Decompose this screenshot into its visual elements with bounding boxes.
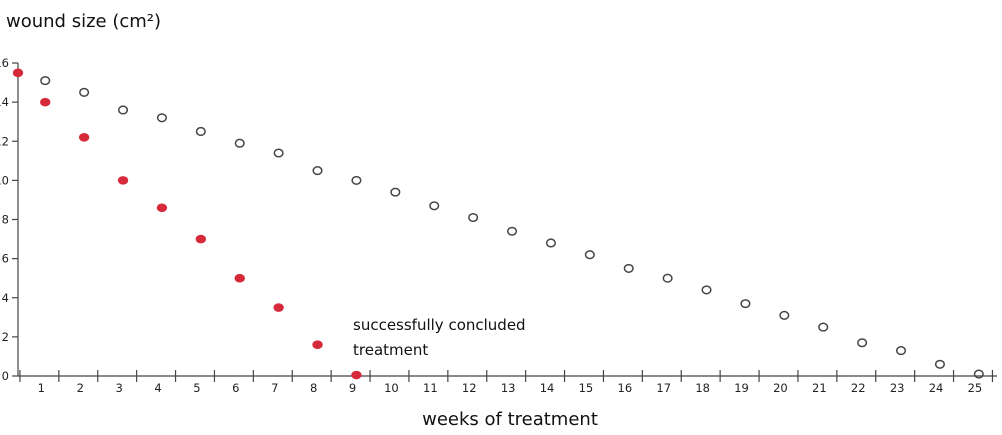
data-point-treated	[78, 133, 90, 142]
x-tick-label: 22	[851, 381, 866, 395]
x-tick-label: 4	[154, 381, 161, 395]
data-point-treated	[273, 303, 284, 312]
data-point-treated	[234, 273, 245, 283]
data-point-control	[662, 273, 673, 283]
data-point-treated	[156, 203, 168, 213]
x-tick-label: 17	[656, 381, 671, 395]
data-point-treated	[351, 370, 362, 380]
data-point-control	[117, 105, 129, 115]
y-tick-label: 16	[0, 56, 9, 70]
y-tick-label: 4	[2, 291, 9, 305]
x-tick-label: 10	[384, 381, 399, 395]
y-tick-label: 12	[0, 134, 9, 148]
data-point-treated	[117, 176, 129, 185]
data-point-control	[351, 175, 362, 185]
data-point-control	[429, 201, 440, 211]
data-point-treated	[195, 234, 207, 244]
x-tick-label: 19	[734, 381, 749, 395]
axis-ticks: 0246810121416123456789101112131415161718…	[0, 56, 994, 395]
data-point-control	[195, 126, 206, 137]
x-tick-label: 2	[77, 381, 84, 395]
y-tick-label: 0	[2, 369, 9, 383]
data-point-control	[818, 322, 829, 332]
x-tick-label: 8	[310, 381, 317, 395]
data-point-control	[895, 346, 907, 356]
x-tick-label: 12	[462, 381, 477, 395]
data-point-control	[779, 310, 790, 320]
data-point-treated	[40, 97, 51, 107]
x-tick-label: 3	[115, 381, 122, 395]
data-point-control	[740, 299, 751, 309]
data-point-control	[701, 285, 712, 295]
y-tick-label: 10	[0, 173, 9, 187]
data-point-control	[234, 138, 245, 148]
x-tick-label: 25	[968, 381, 983, 395]
y-tick-label: 6	[2, 252, 9, 266]
y-tick-label: 8	[2, 213, 9, 227]
data-point-control	[390, 187, 401, 197]
x-tick-label: 20	[773, 381, 788, 395]
data-points	[12, 68, 984, 380]
data-point-treated	[12, 68, 24, 78]
x-tick-label: 23	[890, 381, 905, 395]
x-tick-label: 16	[618, 381, 633, 395]
y-tick-label: 14	[0, 95, 9, 109]
data-point-control	[623, 263, 634, 273]
chart-title: wound size (cm²)	[6, 11, 161, 32]
x-tick-label: 21	[812, 381, 827, 395]
data-point-control	[584, 250, 595, 260]
x-tick-label: 24	[929, 381, 944, 395]
data-point-control	[973, 369, 984, 379]
data-point-control	[545, 238, 556, 248]
x-tick-label: 15	[579, 381, 594, 395]
data-point-control	[156, 113, 167, 123]
x-tick-label: 6	[232, 381, 239, 395]
x-axis-label: weeks of treatment	[422, 409, 598, 430]
data-point-control	[40, 76, 51, 86]
x-tick-label: 11	[423, 381, 438, 395]
data-point-control	[934, 359, 945, 369]
data-point-treated	[312, 340, 323, 350]
annotation-line-2: treatment	[353, 341, 428, 359]
data-point-control	[79, 87, 90, 97]
data-point-control	[312, 166, 323, 176]
data-point-control	[857, 338, 868, 348]
x-tick-label: 13	[501, 381, 516, 395]
x-tick-label: 1	[38, 381, 45, 395]
x-tick-label: 14	[540, 381, 555, 395]
data-point-control	[273, 148, 284, 158]
x-tick-label: 5	[193, 381, 200, 395]
y-tick-label: 2	[2, 330, 9, 344]
data-point-control	[468, 212, 479, 223]
annotation-line-1: successfully concluded	[353, 316, 526, 334]
x-tick-label: 7	[271, 381, 278, 395]
x-tick-label: 9	[349, 381, 356, 395]
x-tick-label: 18	[695, 381, 710, 395]
data-point-control	[506, 226, 518, 236]
